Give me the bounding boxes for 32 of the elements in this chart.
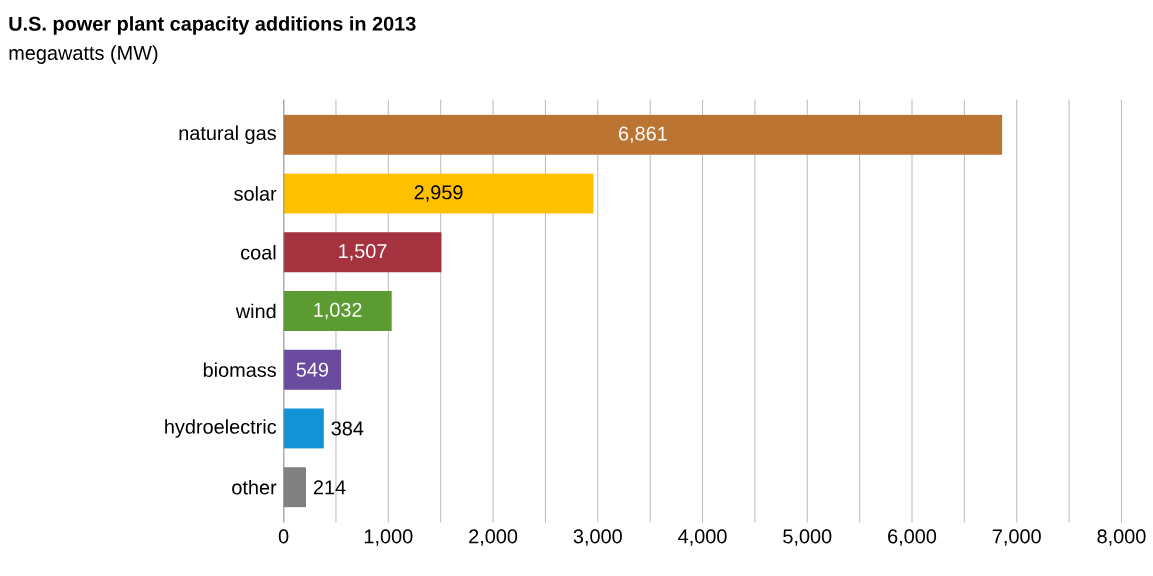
- x-tick-label: 0: [278, 529, 289, 544]
- x-tick-label: 2,000: [469, 529, 518, 546]
- data-label: 6,861: [619, 126, 667, 143]
- y-tick-label: wind: [235, 303, 276, 319]
- data-label: 1,507: [339, 243, 387, 261]
- y-tick-label: biomass: [203, 362, 276, 377]
- x-tick-label: 5,000: [783, 529, 832, 546]
- bar: [283, 408, 324, 449]
- bar: [283, 467, 307, 508]
- data-label: 2,959: [414, 185, 463, 202]
- bar: [283, 232, 442, 273]
- data-label: 549: [296, 362, 328, 377]
- x-tick-label: 4,000: [678, 529, 727, 546]
- x-tick-label: 7,000: [992, 529, 1041, 546]
- chart-title: U.S. power plant capacity additions in 2013: [9, 16, 416, 35]
- y-tick-label: coal: [241, 244, 276, 260]
- data-label: 1,032: [314, 302, 362, 320]
- data-label: 384: [331, 421, 364, 436]
- bar: [283, 349, 342, 390]
- x-tick-label: 8,000: [1097, 529, 1146, 546]
- bar: [283, 173, 594, 214]
- x-tick-label: 3,000: [573, 529, 622, 546]
- bar: [283, 290, 392, 331]
- x-tick-label: 6,000: [888, 529, 937, 546]
- bar: [283, 114, 1003, 155]
- x-tick-label: 1,000: [364, 529, 413, 546]
- y-tick-label: other: [232, 479, 277, 495]
- y-tick-label: hydroelectric: [165, 419, 277, 438]
- y-tick-label: solar: [234, 186, 277, 201]
- text: megawatts (MW): [9, 45, 158, 64]
- data-label: 214: [313, 480, 346, 495]
- y-tick-label: natural gas: [179, 125, 276, 144]
